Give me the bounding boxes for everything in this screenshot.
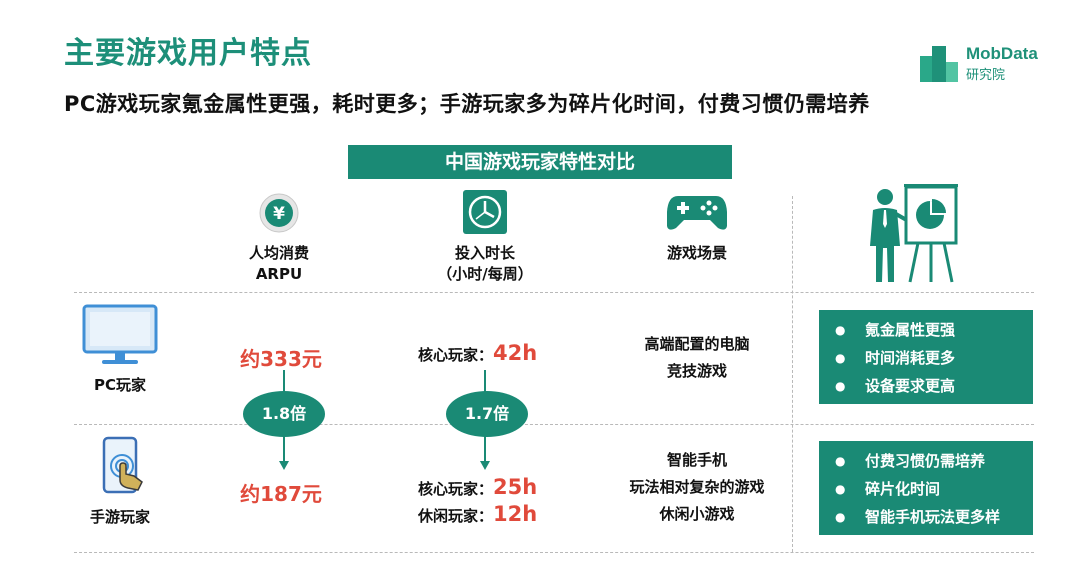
trait-item: 付费习惯仍需培养 [829, 447, 1023, 475]
scene-mobile-line: 智能手机 [666, 451, 727, 469]
arpu-arrow-head [279, 461, 289, 470]
header-time-line1: 投入时长 [454, 244, 515, 262]
header-arpu-line1: 人均消费 [248, 244, 309, 262]
header-arpu-line2: ARPU [255, 265, 303, 283]
comparison-banner: 中国游戏玩家特性对比 [348, 145, 732, 179]
page-subtitle: PC游戏玩家氪金属性更强，耗时更多；手游玩家多为碎片化时间，付费习惯仍需培养 [64, 92, 870, 116]
row-divider-bottom [74, 552, 1034, 553]
header-arpu: 人均消费 ARPU [219, 243, 339, 285]
header-scene: 游戏场景 [666, 244, 727, 262]
time-mobile-core-label: 核心玩家： [418, 480, 494, 498]
trait-item: 时间消耗更多 [829, 344, 1023, 372]
time-mobile-casual-label: 休闲玩家： [418, 507, 494, 525]
scene-pc-line: 竞技游戏 [666, 362, 727, 380]
time-pc-core-value: 42h [493, 341, 538, 365]
smartphone-touch-icon [102, 436, 143, 494]
time-mobile-core-value: 25h [493, 475, 538, 499]
traits-box-mobile: 付费习惯仍需培养 碎片化时间 智能手机玩法更多样 [819, 441, 1033, 535]
row-label-mobile: 手游玩家 [89, 508, 150, 526]
time-mobile-casual: 休闲玩家：12h [418, 502, 537, 526]
logo-brand: MobData [966, 44, 1038, 63]
presenter-icon [870, 184, 958, 283]
scene-mobile-line: 玩法相对复杂的游戏 [629, 478, 765, 496]
trait-item: 氪金属性更强 [829, 316, 1023, 344]
arpu-ratio-badge: 1.8倍 [243, 391, 325, 437]
mobdata-logo: MobData 研究院 [918, 40, 1058, 86]
trait-item: 智能手机玩法更多样 [829, 503, 1023, 531]
yuan-coin-icon: ¥ [259, 193, 299, 233]
scene-mobile-line: 休闲小游戏 [659, 505, 735, 523]
scene-pc-line: 高端配置的电脑 [644, 335, 750, 353]
svg-text:¥: ¥ [273, 204, 285, 224]
trait-item: 碎片化时间 [829, 475, 1023, 503]
page-title: 主要游戏用户特点 [64, 36, 312, 71]
time-arrow-head [480, 461, 490, 470]
building-logo-icon [920, 46, 958, 82]
header-time-line2: （小时/每周） [437, 265, 533, 283]
trait-item: 设备要求更高 [829, 372, 1023, 400]
logo-sub: 研究院 [966, 68, 1006, 83]
arpu-pc-value: 约333元 [240, 347, 322, 371]
row-label-pc: PC玩家 [93, 376, 146, 394]
arpu-mobile-value: 约187元 [240, 482, 322, 506]
clock-icon [463, 190, 507, 234]
time-ratio-badge: 1.7倍 [446, 391, 528, 437]
time-mobile-casual-value: 12h [493, 502, 538, 526]
scene-pc: 高端配置的电脑 竞技游戏 [612, 331, 782, 385]
time-pc-core: 核心玩家：42h [418, 341, 537, 365]
scene-mobile: 智能手机 玩法相对复杂的游戏 休闲小游戏 [604, 447, 790, 528]
row-divider-middle [74, 424, 1034, 425]
row-divider-top [74, 292, 1034, 293]
time-pc-core-label: 核心玩家： [418, 346, 494, 364]
traits-box-pc: 氪金属性更强 时间消耗更多 设备要求更高 [819, 310, 1033, 404]
time-mobile-core: 核心玩家：25h [418, 475, 537, 499]
monitor-icon [82, 304, 158, 364]
header-time: 投入时长 （小时/每周） [415, 243, 555, 285]
gamepad-icon [667, 196, 727, 230]
column-divider [792, 196, 793, 552]
